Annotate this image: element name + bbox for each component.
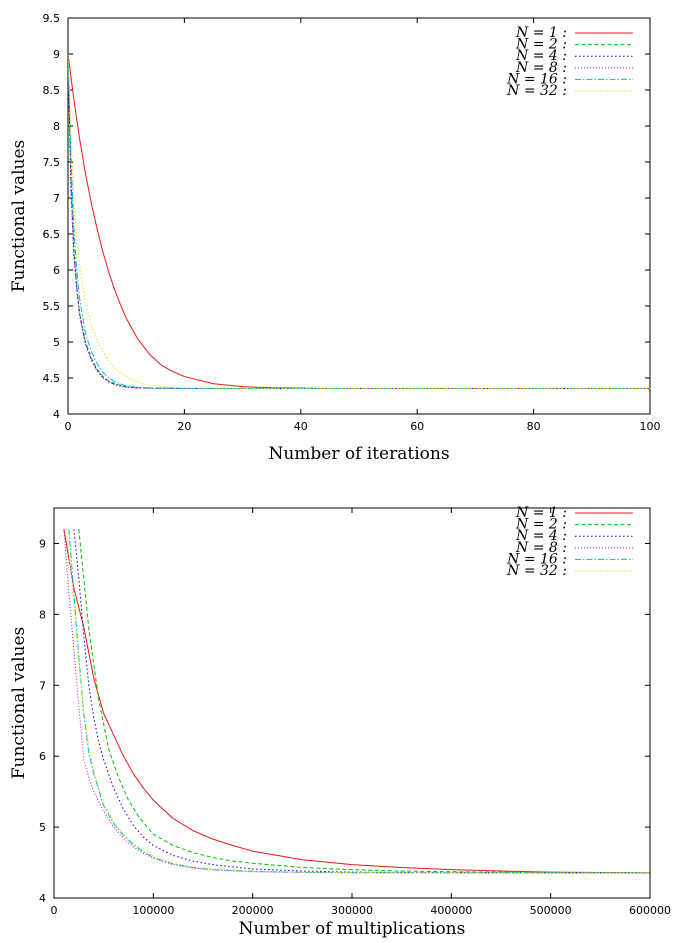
- series-line-n8: [63, 529, 650, 874]
- y-tick-label: 6.5: [43, 228, 61, 241]
- series-line-n2: [68, 53, 650, 389]
- y-tick-label: 5: [53, 336, 60, 349]
- x-tick-label: 0: [51, 904, 58, 917]
- series-line-n16: [68, 53, 650, 389]
- legend-label-n4: N = 4 :: [515, 528, 567, 544]
- series-line-n2: [78, 529, 650, 874]
- y-tick-label: 9: [39, 537, 46, 550]
- chart-iterations: 0 20 40 60 80 100 4 4.5 5 5.5 6 6.5 7 7.5 8 8.5 9 9.5 Numb…: [9, 12, 661, 464]
- plot-frame: [67, 17, 651, 415]
- series-line-n1: [68, 53, 650, 389]
- x-tick-label: 600000: [629, 904, 671, 917]
- x-tick-label: 500000: [530, 904, 572, 917]
- y-tick-label: 6: [39, 750, 46, 763]
- series-line-n1: [63, 529, 650, 874]
- legend-label-n32: N = 32 :: [506, 83, 567, 99]
- y-tick-label: 8: [53, 120, 60, 133]
- x-axis-label: Number of multiplications: [239, 919, 466, 939]
- y-tick-label: 4: [39, 892, 46, 905]
- x-tick-label: 60: [410, 420, 424, 433]
- series-line-n32: [65, 529, 650, 874]
- y-tick-label: 8: [39, 608, 46, 621]
- x-tick-label: 100000: [132, 904, 174, 917]
- series-line-n16: [68, 529, 650, 874]
- x-tick-label: 80: [527, 420, 541, 433]
- series-line-n32: [68, 53, 650, 389]
- y-tick-label: 6: [53, 264, 60, 277]
- legend-label-n32: N = 32 :: [506, 563, 567, 579]
- legend-label-n2: N = 2 :: [515, 517, 567, 533]
- x-tick-label: 400000: [430, 904, 472, 917]
- chart-multiplications: 0 100000 200000 300000 400000 500000 600000 4 5 6…: [9, 505, 671, 939]
- y-tick-label: 7: [39, 679, 46, 692]
- x-tick-label: 20: [177, 420, 191, 433]
- series-line-n4: [73, 529, 650, 874]
- y-tick-label: 5.5: [43, 300, 61, 313]
- x-tick-label: 200000: [232, 904, 274, 917]
- y-axis-label: Functional values: [9, 140, 29, 293]
- series-line-n4: [68, 53, 650, 389]
- y-axis-label: Functional values: [9, 627, 29, 780]
- legend-label-n8: N = 8 :: [515, 60, 567, 76]
- legend-label-n1: N = 1 :: [515, 505, 567, 521]
- y-tick-label: 5: [39, 821, 46, 834]
- y-tick-label: 9: [53, 48, 60, 61]
- x-tick-label: 0: [65, 420, 72, 433]
- x-tick-label: 300000: [331, 904, 373, 917]
- legend-label-n2: N = 2 :: [515, 37, 567, 53]
- y-tick-label: 4: [53, 408, 60, 421]
- x-axis-label: Number of iterations: [268, 444, 449, 464]
- legend-label-n1: N = 1 :: [515, 25, 567, 41]
- legend-label-n4: N = 4 :: [515, 48, 567, 64]
- y-tick-label: 8.5: [43, 84, 61, 97]
- series-line-n8: [68, 53, 650, 389]
- legend-label-n16: N = 16 :: [506, 551, 567, 567]
- y-tick-label: 9.5: [43, 12, 61, 25]
- x-tick-label: 40: [294, 420, 308, 433]
- y-tick-label: 7: [53, 192, 60, 205]
- legend-label-n16: N = 16 :: [506, 71, 567, 87]
- y-tick-label: 4.5: [43, 372, 61, 385]
- legend-label-n8: N = 8 :: [515, 540, 567, 556]
- x-tick-label: 100: [640, 420, 661, 433]
- y-tick-label: 7.5: [43, 156, 61, 169]
